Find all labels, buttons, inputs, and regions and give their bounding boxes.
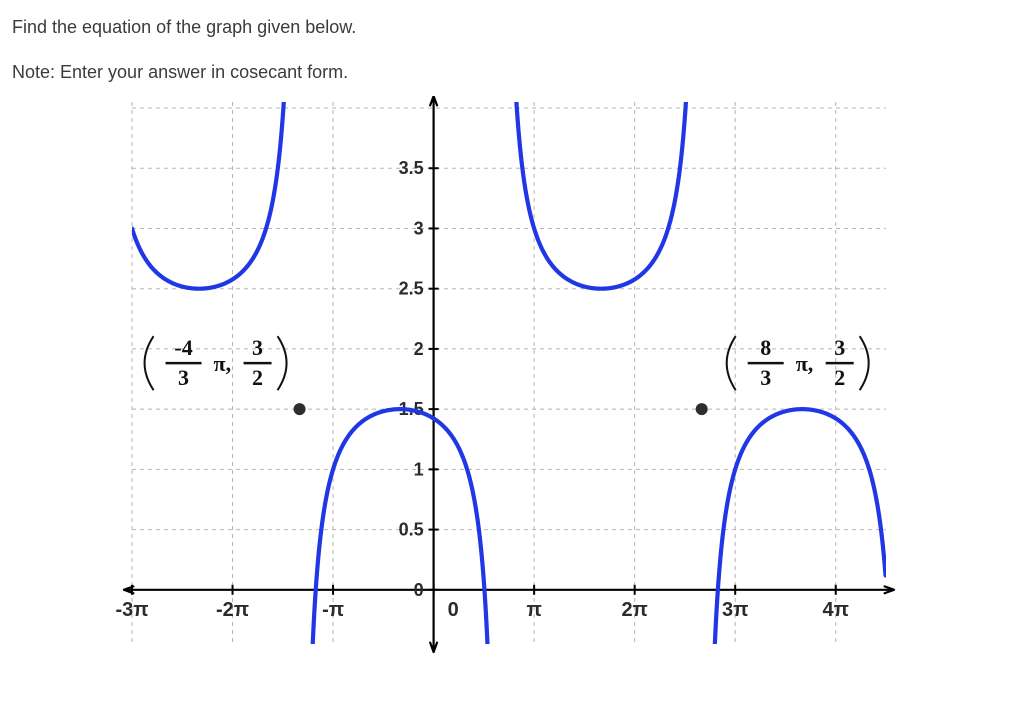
- svg-text:-3π: -3π: [115, 599, 148, 621]
- svg-text:-2π: -2π: [216, 599, 249, 621]
- svg-text:-4: -4: [174, 335, 192, 360]
- svg-text:2: 2: [834, 365, 845, 390]
- answer-format-note: Note: Enter your answer in cosecant form…: [12, 59, 1006, 86]
- svg-text:8: 8: [760, 335, 771, 360]
- svg-text:2: 2: [414, 339, 424, 359]
- svg-text:π,: π,: [796, 351, 814, 376]
- svg-text:3π: 3π: [722, 599, 748, 621]
- svg-text:3: 3: [760, 365, 771, 390]
- svg-text:1: 1: [414, 459, 424, 479]
- svg-text:3: 3: [252, 335, 263, 360]
- svg-text:π,: π,: [214, 351, 232, 376]
- svg-text:0: 0: [414, 580, 424, 600]
- svg-text:0: 0: [448, 599, 459, 621]
- svg-text:2.5: 2.5: [399, 279, 424, 299]
- svg-text:0.5: 0.5: [399, 520, 424, 540]
- cosecant-graph: -3π-2π-π0π2π3π4π00.511.522.533.5-43π,328…: [104, 96, 914, 686]
- question-prompt: Find the equation of the graph given bel…: [12, 14, 1006, 41]
- svg-text:3.5: 3.5: [399, 158, 424, 178]
- svg-text:3: 3: [414, 218, 424, 238]
- svg-text:-π: -π: [322, 599, 344, 621]
- svg-text:3: 3: [178, 365, 189, 390]
- svg-text:3: 3: [834, 335, 845, 360]
- svg-text:2π: 2π: [621, 599, 647, 621]
- svg-text:2: 2: [252, 365, 263, 390]
- svg-text:π: π: [526, 599, 541, 621]
- svg-text:4π: 4π: [823, 599, 849, 621]
